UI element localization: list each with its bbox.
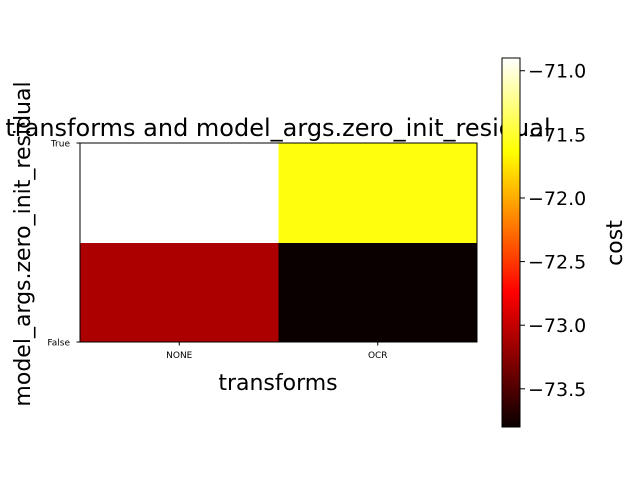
colorbar-tick-label: −71.5	[528, 124, 586, 146]
colorbar-tick-label: −73.0	[528, 315, 586, 337]
colorbar-tick-label: −71.0	[528, 61, 586, 83]
x-tick-label: NONE	[166, 351, 193, 361]
y-axis-label: model_args.zero_init_residual	[11, 81, 36, 406]
heatmap-cells	[80, 143, 478, 343]
heatmap-cell-OCR-True	[278, 143, 478, 243]
y-tick-label: False	[47, 339, 70, 349]
x-tick-label: OCR	[368, 351, 388, 361]
colorbar-label: cost	[603, 220, 628, 266]
colorbar	[501, 57, 521, 428]
heatmap-cell-NONE-True	[80, 143, 279, 243]
colorbar-ticks: −71.0 −71.5 −72.0 −72.5 −73.0 −73.5	[520, 61, 586, 401]
colorbar-tick-label: −72.5	[528, 252, 586, 274]
x-axis-ticks: NONE OCR	[166, 342, 388, 361]
plot-frame	[79, 142, 478, 343]
y-axis-ticks: False True	[47, 140, 80, 349]
colorbar-tick-label: −73.5	[528, 379, 586, 401]
heatmap-cell-OCR-False	[278, 242, 478, 343]
y-tick-label: True	[50, 140, 71, 150]
colorbar-tick-label: −72.0	[528, 188, 586, 210]
heatmap-cell-NONE-False	[80, 242, 279, 343]
x-axis-label: transforms	[218, 371, 337, 396]
chart-title: transforms and model_args.zero_init_resi…	[5, 114, 550, 142]
